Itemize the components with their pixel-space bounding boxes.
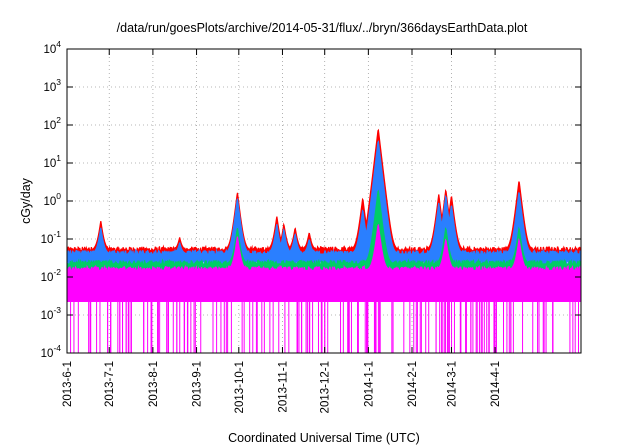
x-tick-label: 2014-4-1 [490,361,502,407]
x-tick-label: 2013-6-1 [62,361,74,407]
y-tick-label: 10-4 [41,343,62,360]
series-line [66,189,582,267]
y-axis-label: cGy/day [19,177,33,224]
series-line [67,140,582,257]
x-tick-label: 2013-7-1 [104,361,116,407]
x-tick-label: 2014-3-1 [446,361,458,407]
series-3 [66,223,582,353]
y-tick-label: 102 [43,115,61,132]
series-floor-band [67,281,581,302]
series-0 [66,128,582,266]
x-tick-label: 2013-9-1 [192,361,204,407]
series-line [66,128,582,253]
axis-ticks: 10-4 10-3 10-2 10-1 100 101 102 103 104 2013-6-1 2… [41,39,581,413]
y-tick-label: 104 [43,39,61,56]
x-tick-label: 2013-10-1 [234,361,246,413]
series-line [66,223,582,273]
y-tick-label: 101 [43,153,61,170]
x-tick-label: 2013-11-1 [277,361,289,413]
x-axis-label: Coordinated Universal Time (UTC) [228,431,420,445]
y-tick-label: 10-3 [41,305,62,322]
chart-title: /data/run/goesPlots/archive/2014-05-31/f… [117,21,528,35]
x-tick-label: 2014-1-1 [363,361,375,407]
series-2 [66,189,582,279]
plot-area [66,128,582,353]
y-tick-label: 10-2 [41,267,62,284]
x-tick-label: 2013-12-1 [320,361,332,413]
x-tick-label: 2014-2-1 [407,361,419,407]
x-tick-label: 2013-8-1 [148,361,160,407]
y-tick-label: 10-1 [41,229,62,246]
y-tick-label: 103 [43,77,61,94]
series-band [66,129,582,266]
y-tick-label: 100 [43,191,61,208]
